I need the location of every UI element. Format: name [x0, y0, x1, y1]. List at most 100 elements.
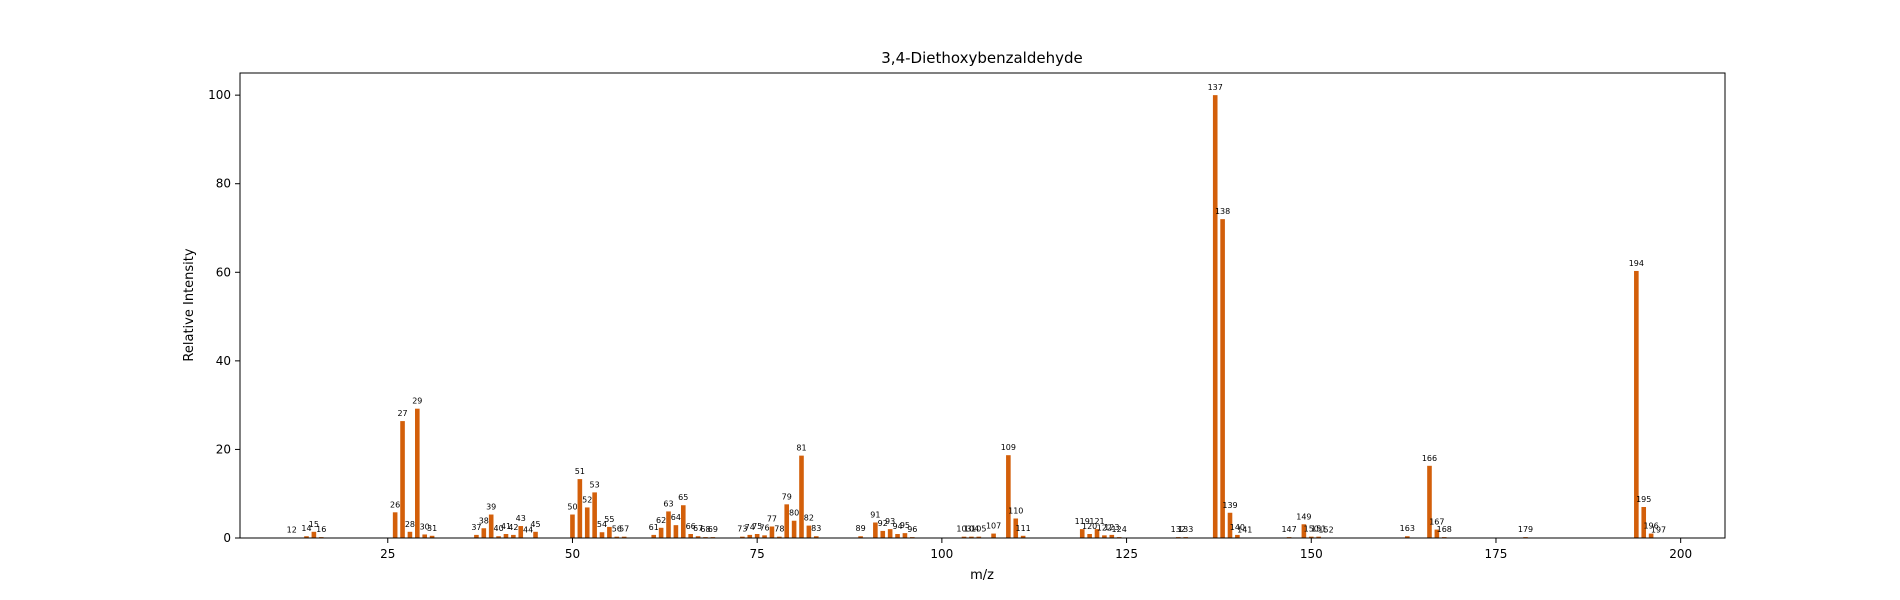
peak-label: 83: [811, 524, 821, 533]
peak-label: 151: [1311, 525, 1326, 534]
peak-bar: [754, 534, 760, 538]
peak-label: 150: [1304, 525, 1319, 534]
peak-bar: [1227, 512, 1233, 538]
peak-label: 194: [1629, 259, 1644, 268]
peak-label: 120: [1082, 522, 1097, 531]
peak-bar: [592, 492, 597, 538]
y-tick-label: 20: [216, 442, 231, 456]
peak-bar: [658, 527, 664, 538]
x-tick-label: 100: [930, 547, 953, 561]
peak-label: 62: [656, 516, 666, 525]
peak-label: 141: [1237, 526, 1252, 535]
peak-bar: [695, 536, 701, 538]
peak-bar: [902, 533, 908, 538]
peak-label: 107: [986, 522, 1001, 531]
peak-label: 79: [782, 492, 792, 501]
peak-label: 121: [1089, 517, 1104, 526]
peak-label: 53: [590, 480, 600, 489]
peak-bar: [961, 536, 967, 538]
peak-bar: [777, 536, 782, 538]
peak-bar: [392, 512, 398, 538]
peak-label: 92: [878, 519, 888, 528]
peak-label: 149: [1296, 512, 1311, 521]
peak-bar: [762, 535, 767, 538]
peak-label: 179: [1518, 525, 1533, 534]
peak-label: 195: [1636, 495, 1651, 504]
peak-bar: [518, 526, 524, 538]
peak-bar: [799, 455, 804, 538]
peak-label: 105: [971, 525, 986, 534]
peak-label: 168: [1437, 525, 1452, 534]
peak-label: 45: [530, 520, 540, 529]
peak-bar: [474, 534, 479, 538]
peak-label: 78: [774, 525, 784, 534]
peak-bar: [1434, 529, 1440, 538]
peak-bar: [422, 534, 427, 538]
peak-label: 111: [1015, 524, 1030, 533]
peak-bar: [680, 505, 686, 538]
peak-bar: [1006, 455, 1011, 538]
peak-bar: [577, 479, 583, 538]
peak-label: 64: [671, 513, 681, 522]
peak-bar: [1013, 518, 1019, 538]
peak-label: 65: [678, 493, 688, 502]
peak-bar: [407, 531, 413, 538]
peak-label: 43: [516, 514, 526, 523]
peak-label: 55: [604, 515, 614, 524]
peak-bar: [813, 536, 819, 538]
peak-label: 37: [471, 523, 481, 532]
peak-label: 167: [1429, 518, 1444, 527]
peak-label: 122: [1097, 523, 1112, 532]
peak-label: 75: [752, 522, 762, 531]
x-tick-label: 200: [1669, 547, 1692, 561]
peak-bar: [584, 507, 590, 538]
peak-bar: [806, 525, 812, 538]
peak-label: 41: [501, 522, 511, 531]
peak-label: 73: [737, 525, 747, 534]
peak-bar: [1102, 535, 1107, 538]
peak-bar: [895, 534, 900, 538]
peak-label: 77: [767, 514, 777, 523]
peak-label: 197: [1651, 526, 1666, 535]
peak-label: 119: [1075, 517, 1090, 526]
y-tick-label: 0: [223, 531, 231, 545]
peak-label: 52: [582, 495, 592, 504]
x-tick-label: 125: [1115, 547, 1138, 561]
peak-bar: [533, 531, 538, 538]
peak-bar: [1641, 507, 1647, 538]
x-tick-label: 25: [380, 547, 395, 561]
peak-label: 67: [693, 524, 703, 533]
peak-label: 29: [412, 397, 422, 406]
peak-bar: [1301, 524, 1307, 538]
peak-bar: [858, 536, 863, 538]
peak-bar: [873, 522, 878, 538]
peak-label: 54: [597, 520, 607, 529]
peak-label: 91: [870, 511, 880, 520]
peak-label: 15: [309, 520, 319, 529]
peak-label: 82: [804, 514, 814, 523]
y-tick-label: 60: [216, 265, 231, 279]
peak-label: 140: [1230, 523, 1245, 532]
peak-label: 80: [789, 509, 799, 518]
peak-bar: [887, 529, 893, 538]
peak-bar: [511, 534, 516, 538]
peak-label: 163: [1400, 524, 1415, 533]
peak-bar: [496, 536, 501, 538]
peak-label: 31: [427, 524, 437, 533]
peak-label: 95: [900, 521, 910, 530]
peak-label: 51: [575, 467, 585, 476]
plot-frame: [239, 72, 1726, 539]
y-tick-label: 80: [216, 177, 231, 191]
peak-bar: [673, 525, 679, 538]
peak-bar: [503, 534, 509, 538]
peak-label: 137: [1208, 83, 1223, 92]
peak-label: 196: [1643, 522, 1658, 531]
y-tick-label: 40: [216, 354, 231, 368]
x-tick-label: 75: [750, 547, 765, 561]
peak-label: 132: [1171, 525, 1186, 534]
peak-label: 66: [686, 522, 696, 531]
peak-label: 89: [856, 524, 866, 533]
peak-label: 104: [964, 525, 979, 534]
